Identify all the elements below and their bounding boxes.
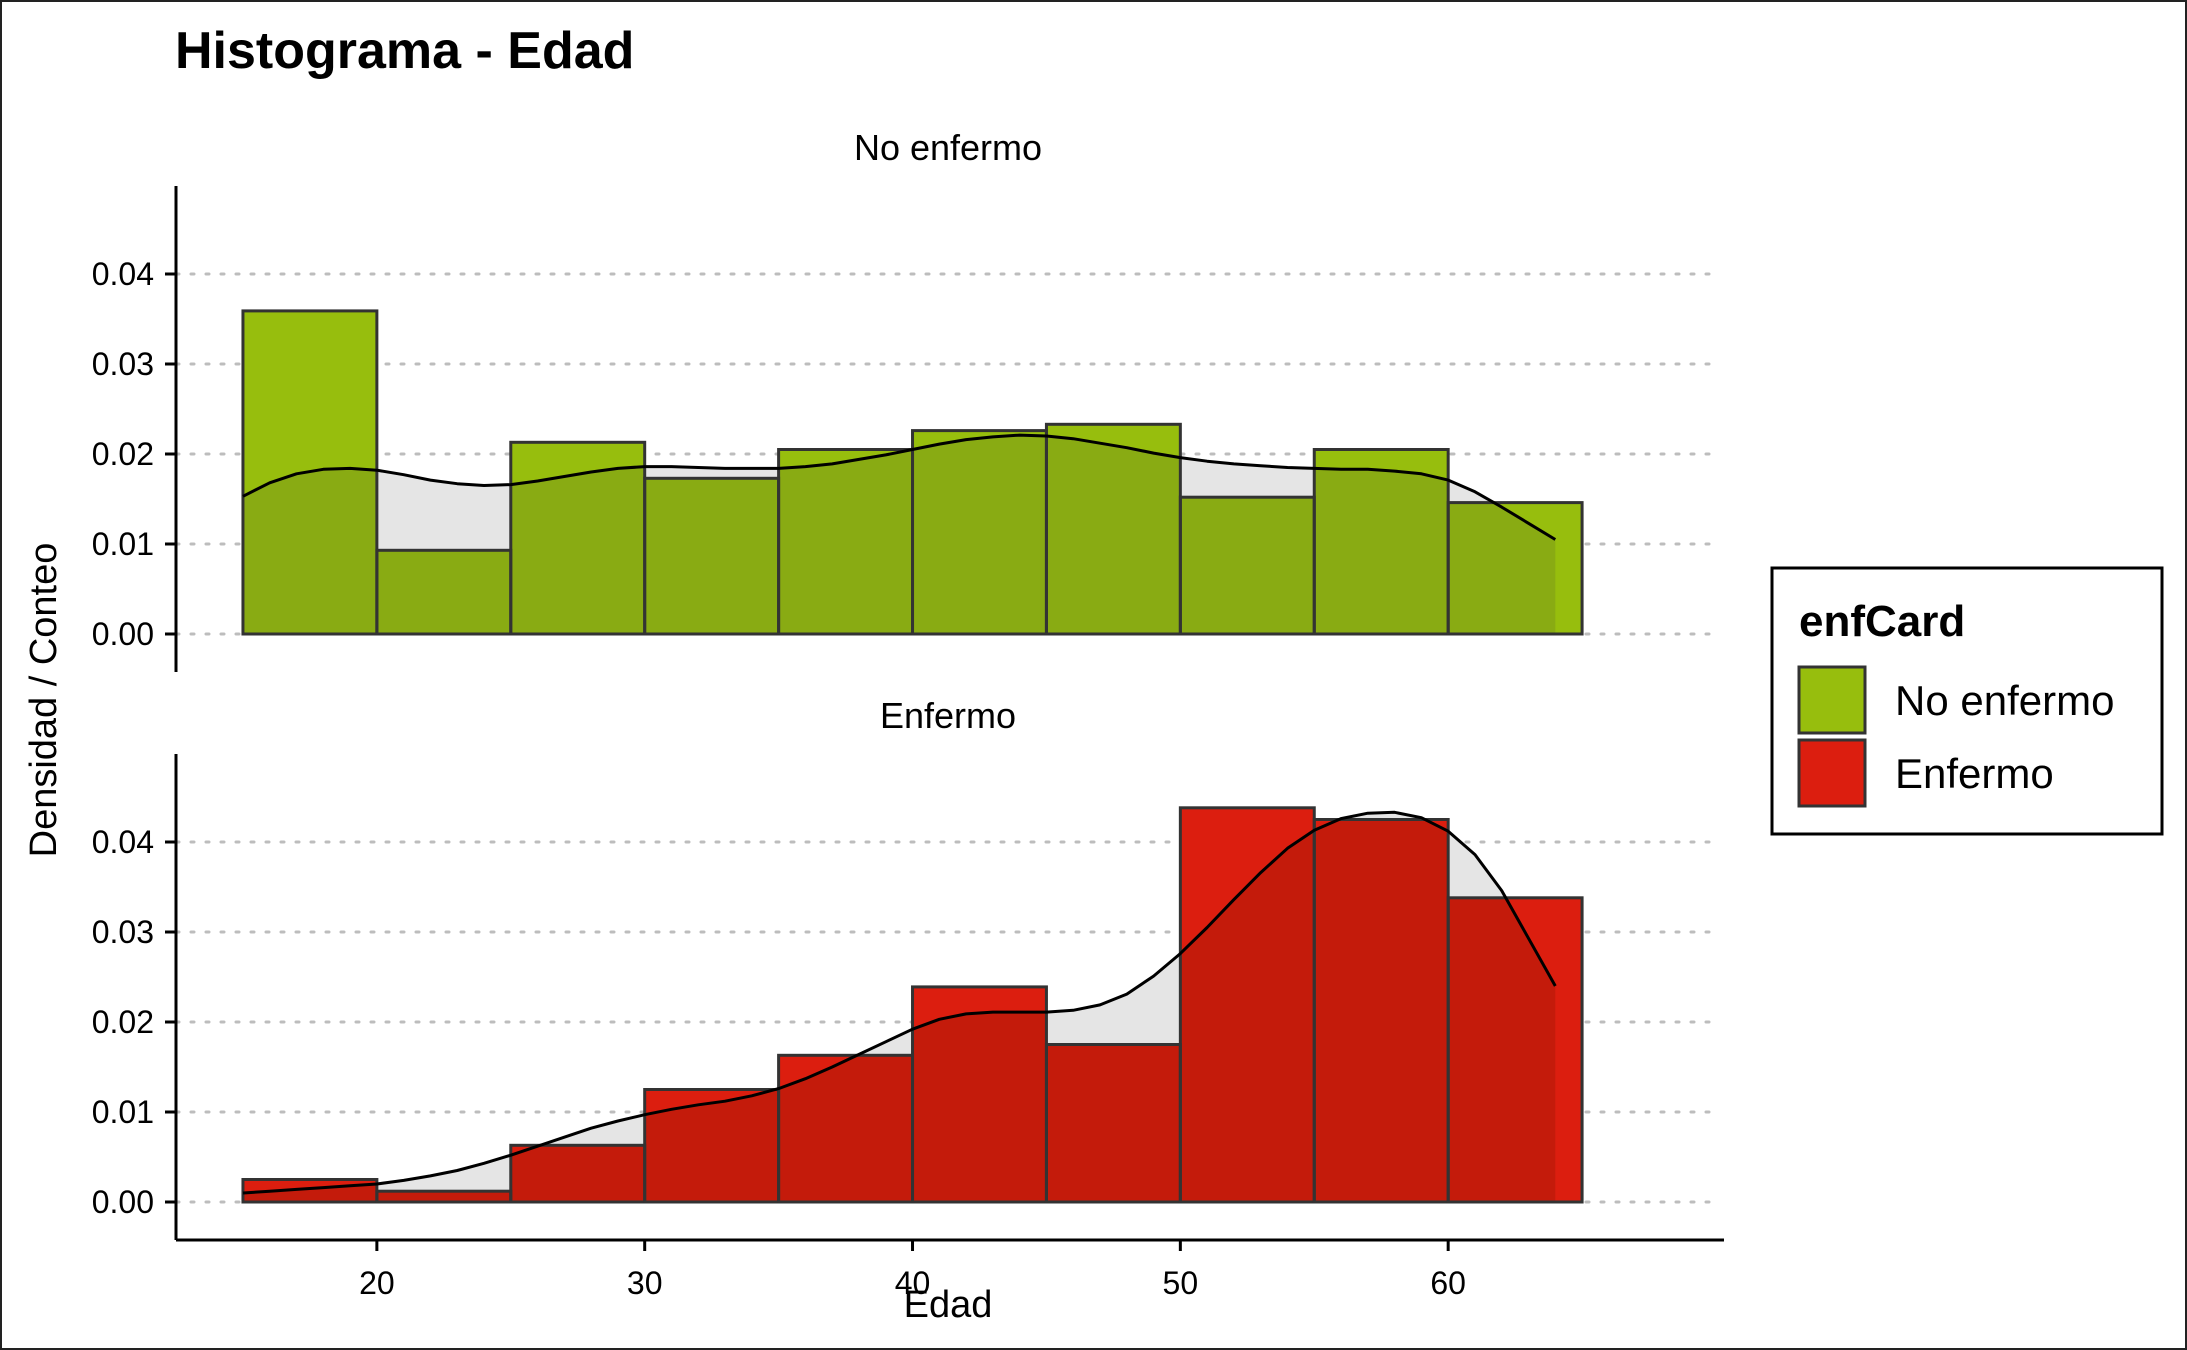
x-axis: 20 30 40 50 60 [176, 1238, 1724, 1301]
chart-title: Histograma - Edad [175, 22, 634, 80]
histogram-bar-overlap [1314, 819, 1449, 1202]
y-tick-label: 0.01 [92, 526, 154, 562]
overlap-layer [241, 806, 1584, 1204]
density-curve [242, 810, 1557, 1195]
overlap-layer [241, 309, 1584, 636]
y-tick-label: 0.03 [92, 914, 154, 950]
legend-swatch-enfermo [1797, 738, 1867, 808]
y-tick-label: 0.01 [92, 1094, 154, 1130]
histogram-bar-overlap [644, 478, 779, 634]
density-curve [242, 433, 1557, 541]
density-curve-group [242, 810, 1557, 1195]
histogram-bar-overlap [912, 986, 1047, 1202]
y-axis-title: Densidad / Conteo [23, 543, 65, 858]
facet-strip-label: No enfermo [854, 127, 1042, 168]
y-axis: 0.00 0.01 0.02 0.03 0.04 [92, 186, 178, 672]
legend-label-no-enfermo: No enfermo [1895, 677, 2114, 724]
x-tick-label: 40 [895, 1265, 931, 1301]
legend-swatch-no-enfermo [1797, 665, 1867, 735]
y-tick-label: 0.02 [92, 1004, 154, 1040]
histogram-bar-overlap [1314, 449, 1449, 634]
histogram-bar-overlap [1180, 497, 1315, 634]
density-curve-group [242, 433, 1557, 541]
histogram-bar-outline [1446, 896, 1584, 1204]
legend: enfCard No enfermo Enfermo [1770, 566, 2164, 836]
histogram-bar-outline [241, 309, 379, 636]
histogram-bar-overlap [376, 1191, 511, 1202]
y-tick-label: 0.00 [92, 1184, 154, 1220]
x-tick-label: 20 [359, 1265, 395, 1301]
legend-label-enfermo: Enfermo [1895, 750, 2054, 797]
histogram-bar-outline [1446, 501, 1584, 636]
histogram-bar-overlap [778, 449, 913, 634]
x-axis-title: Edad [904, 1284, 993, 1326]
x-tick-label: 60 [1430, 1265, 1466, 1301]
histogram-bar-overlap [1046, 435, 1181, 634]
y-tick-label: 0.04 [92, 256, 154, 292]
legend-title: enfCard [1799, 597, 1965, 646]
histogram-bar-overlap [1046, 1044, 1181, 1202]
histogram-bar-overlap [510, 1145, 645, 1202]
y-axis: 0.00 0.01 0.02 0.03 0.04 [92, 754, 178, 1240]
facet-panel-enfermo: Enfermo 0.00 0.01 0.02 0.03 0.04 [92, 695, 1718, 1240]
y-tick-label: 0.04 [92, 824, 154, 860]
facet-strip-label: Enfermo [880, 695, 1016, 736]
y-tick-label: 0.00 [92, 616, 154, 652]
x-tick-label: 50 [1163, 1265, 1199, 1301]
y-tick-label: 0.02 [92, 436, 154, 472]
histogram-bar-overlap [912, 435, 1047, 634]
facet-panel-no-enfermo: No enfermo 0.00 0.01 0.02 0.03 0.04 [92, 127, 1718, 672]
histogram-bar-overlap [376, 550, 511, 634]
y-tick-label: 0.03 [92, 346, 154, 382]
x-tick-label: 30 [627, 1265, 663, 1301]
